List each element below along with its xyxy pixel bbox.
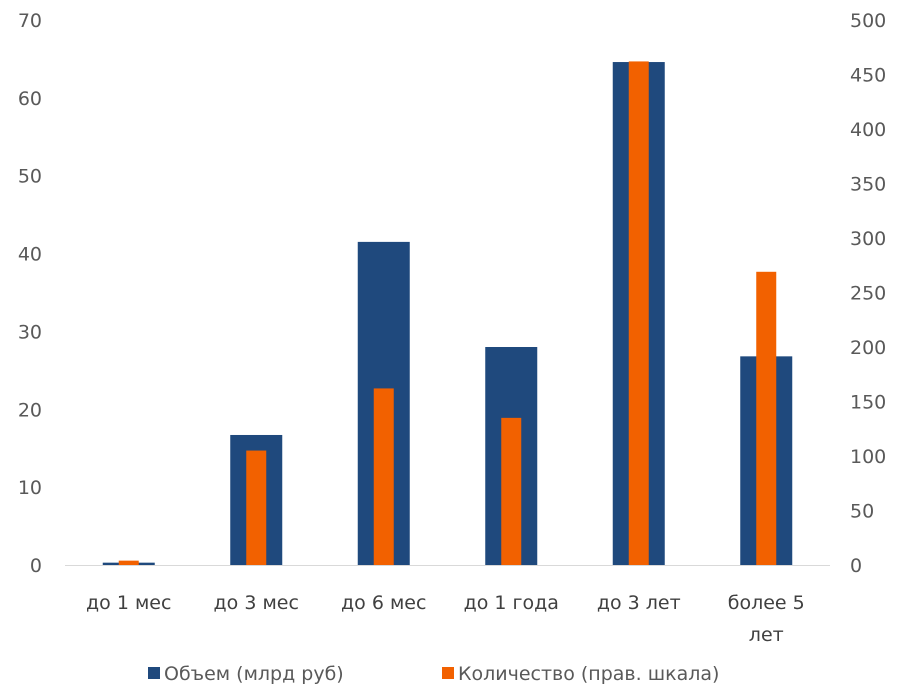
left-tick-label: 50 bbox=[18, 166, 42, 188]
left-tick-label: 10 bbox=[18, 477, 42, 499]
right-axis-ticks: 0 50 100 150 200 250 300 350 400 450 500 bbox=[850, 10, 886, 577]
category-label: до 1 года bbox=[464, 592, 559, 614]
right-tick-label: 500 bbox=[850, 10, 886, 32]
left-tick-label: 40 bbox=[18, 244, 42, 266]
right-tick-label: 0 bbox=[850, 555, 862, 577]
right-tick-label: 400 bbox=[850, 119, 886, 141]
right-tick-label: 250 bbox=[850, 283, 886, 305]
category-label: до 1 мес bbox=[86, 592, 171, 614]
right-tick-label: 450 bbox=[850, 65, 886, 87]
left-axis-ticks: 0 10 20 30 40 50 60 70 bbox=[18, 10, 42, 577]
bar-count bbox=[756, 271, 777, 565]
legend-swatch bbox=[148, 667, 160, 679]
category-label: лет bbox=[749, 624, 784, 646]
legend-label: Объем (млрд руб) bbox=[164, 663, 344, 685]
bar-count bbox=[373, 388, 394, 565]
legend-swatch bbox=[442, 667, 454, 679]
legend-label: Количество (прав. шкала) bbox=[458, 663, 719, 685]
category-label: до 3 мес bbox=[214, 592, 299, 614]
right-tick-label: 150 bbox=[850, 392, 886, 414]
right-tick-label: 300 bbox=[850, 228, 886, 250]
bars-group bbox=[102, 61, 793, 566]
category-label: более 5 bbox=[728, 592, 805, 614]
left-tick-label: 70 bbox=[18, 10, 42, 32]
right-tick-label: 200 bbox=[850, 337, 886, 359]
right-tick-label: 50 bbox=[850, 501, 874, 523]
right-tick-label: 100 bbox=[850, 446, 886, 468]
bar-count bbox=[628, 61, 649, 566]
left-tick-label: 30 bbox=[18, 321, 42, 343]
bar-count bbox=[246, 450, 267, 565]
left-tick-label: 60 bbox=[18, 88, 42, 110]
category-labels: до 1 мес до 3 мес до 6 мес до 1 года до 3 ле… bbox=[86, 592, 805, 646]
category-label: до 3 лет bbox=[597, 592, 681, 614]
category-label: до 6 мес bbox=[341, 592, 426, 614]
bar-count bbox=[118, 560, 139, 565]
left-tick-label: 20 bbox=[18, 399, 42, 421]
right-tick-label: 350 bbox=[850, 174, 886, 196]
bar-count bbox=[501, 417, 522, 565]
left-tick-label: 0 bbox=[30, 555, 42, 577]
legend: Объем (млрд руб) Количество (прав. шкала) bbox=[148, 663, 719, 685]
